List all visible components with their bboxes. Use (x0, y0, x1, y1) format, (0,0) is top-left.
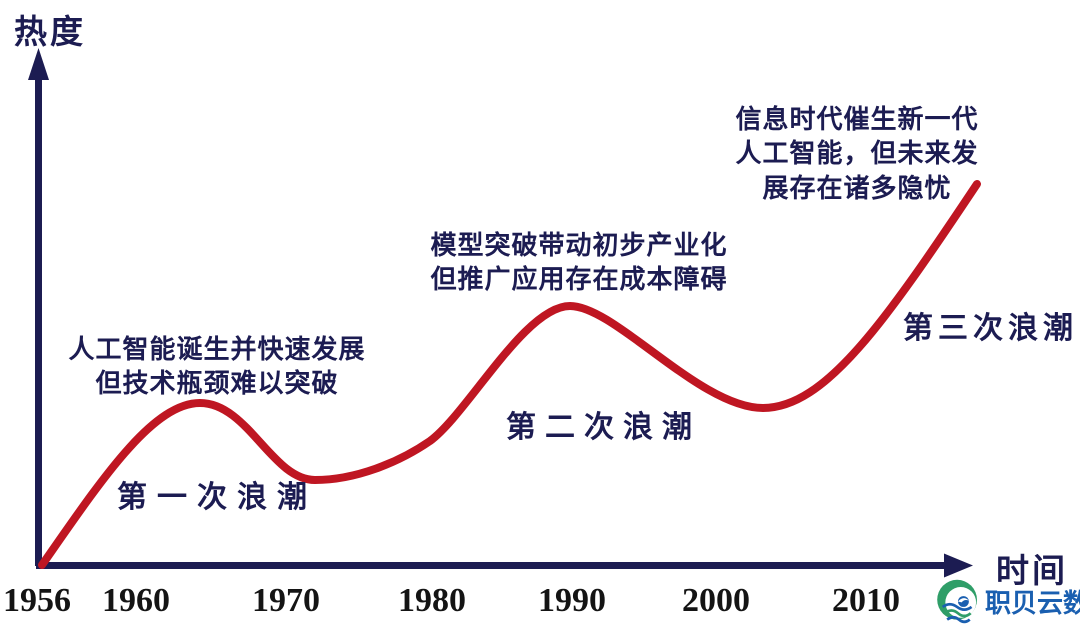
annotation-wave2-line2: 但推广应用存在成本障碍 (430, 264, 728, 295)
x-tick-1970: 1970 (252, 582, 320, 619)
annotation-wave3-line2: 人工智能，但未来发 (735, 138, 979, 169)
y-axis-title: 热度 (14, 13, 86, 50)
x-tick-2010: 2010 (832, 582, 900, 619)
wave3-label: 第三次浪潮 (903, 312, 1078, 345)
x-tick-1956: 1956 (3, 582, 71, 619)
y-axis-arrow-icon (28, 48, 49, 80)
annotation-wave1-line2: 但技术瓶颈难以突破 (95, 368, 339, 399)
annotation-wave3: 信息时代催生新一代 人工智能，但未来发 展存在诸多隐忧 (716, 102, 998, 205)
x-tick-1960: 1960 (102, 582, 170, 619)
x-tick-1990: 1990 (538, 582, 606, 619)
annotation-wave2: 模型突破带动初步产业化 但推广应用存在成本障碍 (418, 228, 740, 297)
annotation-wave3-line3: 展存在诸多隐忧 (762, 172, 952, 203)
annotation-wave2-line1: 模型突破带动初步产业化 (430, 230, 728, 260)
wave1-label: 第一次浪潮 (117, 481, 317, 514)
wave2-label: 第二次浪潮 (506, 411, 701, 444)
watermark-text: 职贝云数 (985, 588, 1080, 618)
annotation-wave1-line1: 人工智能诞生并快速发展 (68, 334, 366, 364)
x-axis-title: 时间 (996, 552, 1068, 589)
logo-icon (937, 579, 977, 624)
heat-curve (38, 180, 981, 569)
x-tick-2000: 2000 (682, 582, 750, 619)
x-tick-1980: 1980 (398, 582, 466, 619)
annotation-wave1: 人工智能诞生并快速发展 但技术瓶颈难以突破 (62, 332, 372, 401)
watermark: 职贝云数 (932, 578, 1080, 625)
annotation-wave3-line1: 信息时代催生新一代 (735, 104, 979, 134)
x-axis-arrow-icon (944, 553, 973, 578)
